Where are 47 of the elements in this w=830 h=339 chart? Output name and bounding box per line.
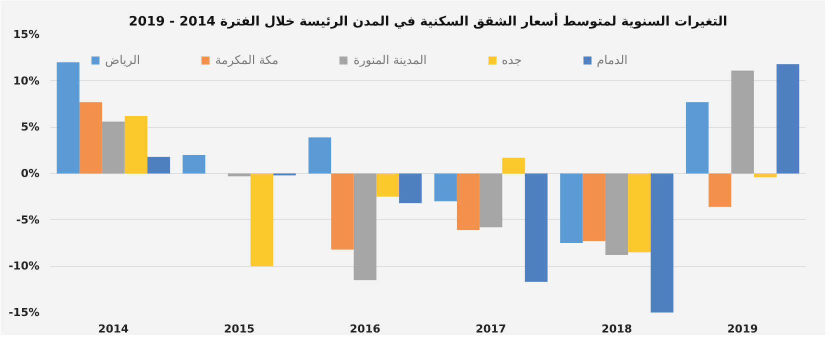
y-tick-label: -5%: [16, 213, 40, 226]
bar: [524, 174, 548, 282]
legend-label: جده: [502, 53, 522, 67]
bar: [560, 174, 583, 243]
bar: [228, 174, 251, 176]
bar: [354, 174, 376, 280]
bar: [147, 156, 170, 174]
bar: [628, 174, 651, 252]
bar: [605, 174, 628, 256]
y-tick-label: 5%: [20, 120, 40, 134]
legend-label: المدينة المنورة: [353, 53, 427, 67]
bar: [102, 122, 125, 174]
bar: [376, 174, 400, 197]
bar: [480, 174, 502, 228]
y-tick-label: -15%: [8, 306, 40, 319]
x-tick-label: 2017: [476, 322, 506, 336]
y-tick-label: 15%: [13, 28, 40, 41]
y-tick-label: 0%: [20, 167, 40, 180]
y-tick-label: -10%: [8, 260, 40, 273]
bar: [456, 174, 480, 230]
x-tick-label: 2018: [601, 322, 632, 336]
x-tick-label: 2019: [727, 322, 758, 336]
legend-label: الدمام: [596, 53, 628, 67]
bar: [582, 174, 606, 242]
bar: [124, 116, 148, 174]
bar: [650, 174, 674, 312]
bar: [331, 174, 354, 250]
legend-label: الرياض: [105, 53, 140, 67]
bar: [399, 174, 422, 204]
x-tick-label: 2016: [350, 322, 381, 336]
bar: [708, 174, 732, 207]
bar: [502, 158, 525, 174]
y-tick-label: 10%: [13, 74, 40, 88]
x-tick-label: 2015: [224, 322, 255, 336]
bar: [731, 70, 754, 174]
bar: [776, 64, 800, 174]
bar: [56, 62, 80, 174]
bar: [686, 102, 709, 174]
bar: [434, 174, 457, 202]
bar: [250, 174, 274, 266]
bar: [79, 102, 102, 174]
bar: [754, 174, 777, 178]
x-tick-label: 2014: [98, 322, 130, 336]
chart-title: التغيرات السنوية لمتوسط أسعار الشقق السكنية في المدن الرئيسة خلال الفترة 2014 - 2019: [128, 12, 728, 30]
legend-label: مكة المكرمة: [215, 53, 278, 67]
bar: [182, 154, 206, 174]
bar: [308, 137, 332, 174]
